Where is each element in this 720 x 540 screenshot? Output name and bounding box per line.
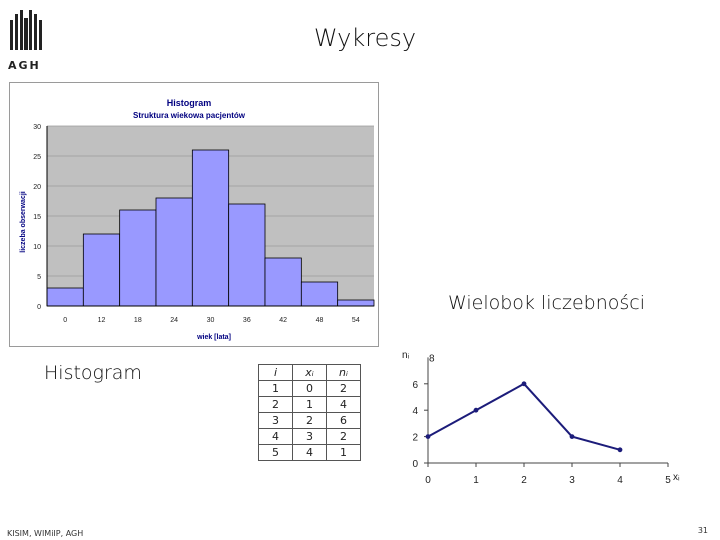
y-tick-label: 20 bbox=[33, 184, 41, 191]
table-row: 5 4 1 bbox=[258, 444, 361, 461]
table-header-row: i xᵢ nᵢ bbox=[258, 364, 361, 381]
polygon-y-tick-label: 4 bbox=[412, 406, 418, 417]
x-tick-label: 0 bbox=[63, 317, 67, 324]
histogram-caption: Histogram bbox=[44, 362, 142, 384]
polygon-point bbox=[425, 434, 431, 439]
polygon-x-tick-label: 1 bbox=[473, 475, 479, 486]
table-row: 3 2 6 bbox=[258, 412, 361, 429]
y-tick-label: 30 bbox=[33, 124, 41, 131]
table-header: xᵢ bbox=[292, 364, 327, 381]
slide-title: Wykresy bbox=[313, 24, 417, 52]
y-tick-label: 25 bbox=[33, 154, 41, 161]
x-tick-label: 54 bbox=[352, 317, 360, 324]
polygon-y-tick-label: 0 bbox=[412, 459, 418, 470]
frequency-table-wrap: i xᵢ nᵢ 1 0 2 2 1 4 3 2 6 4 3 bbox=[258, 364, 361, 461]
agh-logo: AGH bbox=[8, 8, 44, 72]
x-tick-label: 42 bbox=[279, 317, 287, 324]
histogram-svg: Histogram Struktura wiekowa pacjentów 0 5… bbox=[9, 82, 379, 347]
page-number: 31 bbox=[697, 526, 708, 535]
polygon-point bbox=[569, 434, 575, 439]
histogram-bar bbox=[300, 281, 339, 307]
polygon-point bbox=[617, 447, 623, 453]
table-cell: 1 bbox=[258, 380, 293, 397]
x-tick-label: 48 bbox=[316, 317, 324, 324]
polygon-plot-bg bbox=[402, 346, 702, 500]
logo-text: AGH bbox=[8, 59, 41, 72]
polygon-x-tick-label: 3 bbox=[569, 475, 575, 486]
x-tick-label: 30 bbox=[207, 317, 215, 324]
histogram-bar bbox=[191, 149, 230, 307]
polygon-x-tick-label: 2 bbox=[521, 475, 527, 486]
table-cell: 0 bbox=[292, 380, 327, 397]
x-tick-label: 24 bbox=[170, 317, 178, 324]
histogram-chart: Histogram Struktura wiekowa pacjentów 0 5… bbox=[9, 82, 379, 347]
table-cell: 4 bbox=[292, 444, 327, 461]
table-cell: 3 bbox=[292, 428, 327, 445]
histogram-bar bbox=[228, 203, 266, 307]
chart-subtitle: Struktura wiekowa pacjentów bbox=[133, 111, 246, 120]
table-cell: 2 bbox=[326, 428, 361, 445]
table-cell: 5 bbox=[258, 444, 293, 461]
table-cell: 3 bbox=[258, 412, 293, 429]
table-row: 2 1 4 bbox=[258, 396, 361, 413]
frequency-table: i xᵢ nᵢ 1 0 2 2 1 4 3 2 6 4 3 bbox=[258, 364, 361, 461]
table-cell: 2 bbox=[326, 380, 361, 397]
table-cell: 6 bbox=[326, 412, 361, 429]
polygon-x-tick-label: 4 bbox=[617, 475, 623, 486]
polygon-x-tick-label: 5 bbox=[665, 475, 671, 486]
histogram-bar bbox=[82, 233, 121, 307]
table-header: nᵢ bbox=[326, 364, 361, 381]
table-cell: 1 bbox=[326, 444, 361, 461]
polygon-point bbox=[473, 407, 479, 413]
polygon-y-tick-label: 2 bbox=[412, 433, 418, 444]
polygon-x-tick-label: 0 bbox=[425, 475, 431, 486]
polygon-caption: Wielobok liczebności bbox=[448, 292, 645, 314]
histogram-bar bbox=[337, 299, 375, 307]
polygon-y-axis-label: nᵢ bbox=[402, 350, 410, 361]
polygon-y-tick-label: 6 bbox=[412, 380, 418, 391]
table-cell: 1 bbox=[292, 396, 327, 413]
polygon-x-axis-label: xᵢ bbox=[673, 472, 680, 483]
x-tick-label: 18 bbox=[134, 317, 142, 324]
histogram-bar bbox=[264, 257, 302, 307]
frequency-polygon-chart: 0 2 4 6 8 0 1 2 3 4 5 nᵢ xᵢ bbox=[398, 346, 716, 500]
y-tick-label: 15 bbox=[33, 214, 41, 221]
y-axis-label: liczeba obserwacji bbox=[20, 191, 27, 253]
table-cell: 2 bbox=[258, 396, 293, 413]
table-cell: 4 bbox=[326, 396, 361, 413]
table-row: 4 3 2 bbox=[258, 428, 361, 445]
table-header: i bbox=[258, 364, 293, 381]
chart-title: Histogram bbox=[167, 98, 212, 108]
x-tick-label: 12 bbox=[98, 317, 106, 324]
table-row: 1 0 2 bbox=[258, 380, 361, 397]
table-cell: 4 bbox=[258, 428, 293, 445]
y-tick-label: 5 bbox=[37, 274, 41, 281]
polygon-point bbox=[521, 381, 527, 387]
polygon-y-top-label: 8 bbox=[429, 353, 435, 364]
histogram-bar bbox=[119, 209, 157, 307]
footer-left: KISIM, WIMiIP, AGH bbox=[7, 529, 84, 538]
x-tick-label: 36 bbox=[243, 317, 251, 324]
histogram-bar bbox=[155, 197, 193, 307]
agh-logo-icon bbox=[10, 10, 42, 50]
histogram-bar bbox=[46, 287, 84, 307]
y-tick-label: 0 bbox=[37, 304, 41, 311]
polygon-svg: 0 2 4 6 8 0 1 2 3 4 5 nᵢ xᵢ bbox=[402, 346, 702, 500]
x-axis-label: wiek [lata] bbox=[196, 334, 231, 341]
table-cell: 2 bbox=[292, 412, 327, 429]
y-tick-label: 10 bbox=[33, 244, 41, 251]
